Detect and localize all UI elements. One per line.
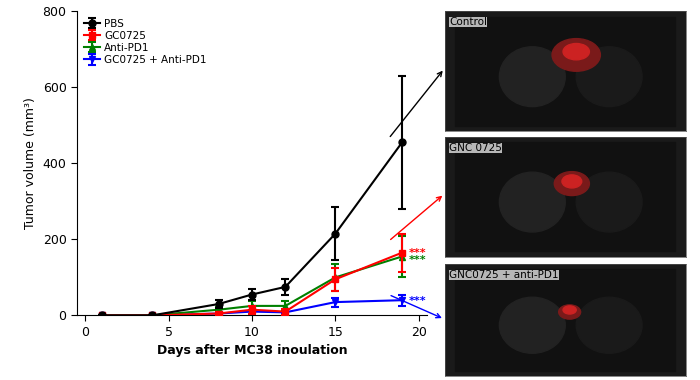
Y-axis label: Tumor volume (mm³): Tumor volume (mm³) (24, 97, 37, 230)
Text: Control: Control (449, 17, 487, 27)
Ellipse shape (576, 297, 642, 353)
Ellipse shape (499, 47, 566, 107)
Ellipse shape (563, 43, 589, 60)
Ellipse shape (552, 39, 601, 71)
Ellipse shape (562, 175, 582, 188)
Ellipse shape (563, 306, 576, 314)
Legend: PBS, GC0725, Anti-PD1, GC0725 + Anti-PD1: PBS, GC0725, Anti-PD1, GC0725 + Anti-PD1 (82, 17, 209, 67)
Text: ***: *** (409, 296, 426, 306)
Text: ***: *** (409, 255, 426, 265)
Ellipse shape (576, 172, 642, 232)
Ellipse shape (559, 305, 580, 319)
Text: GNC 0725: GNC 0725 (449, 143, 502, 153)
Text: ***: *** (409, 248, 426, 258)
Ellipse shape (576, 47, 642, 107)
Ellipse shape (499, 172, 566, 232)
Ellipse shape (554, 172, 589, 196)
X-axis label: Days after MC38 inoulation: Days after MC38 inoulation (157, 344, 347, 357)
Text: GNC0725 + anti-PD1: GNC0725 + anti-PD1 (449, 270, 559, 280)
Ellipse shape (499, 297, 566, 353)
